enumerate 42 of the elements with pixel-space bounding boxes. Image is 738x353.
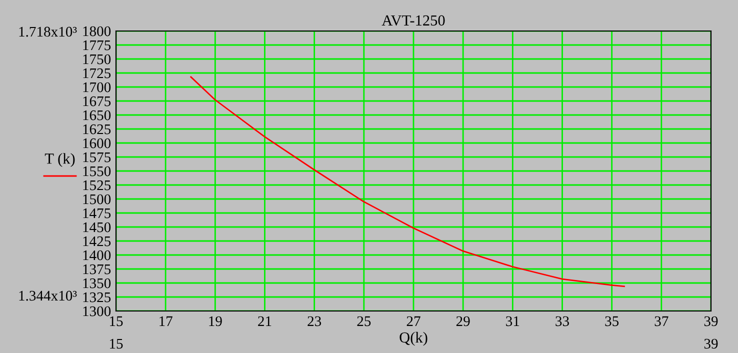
text: T (k) xyxy=(44,153,75,167)
x-tick-label: 17 xyxy=(160,316,172,326)
x-tick-label: 33 xyxy=(556,316,569,326)
y-tick-label: 1750 xyxy=(83,54,111,64)
text: 15 xyxy=(110,338,123,349)
y-tick-label: 1650 xyxy=(83,110,111,120)
y-tick-label: 1775 xyxy=(83,40,111,50)
y-tick-label: 1325 xyxy=(83,292,111,302)
chart-title: AVT-1250 xyxy=(382,15,445,26)
y-tick-label: 1525 xyxy=(83,180,111,190)
y-tick-label: 1350 xyxy=(83,278,111,288)
x-tick-label: 39 xyxy=(704,316,718,326)
x-axis-title: Q(k) xyxy=(400,332,428,346)
x-tick-label: 35 xyxy=(605,316,619,326)
y-tick-label: 1550 xyxy=(83,166,111,176)
x-tick-label: 29 xyxy=(456,316,470,326)
line-series xyxy=(190,76,625,288)
y-tick-label: 1300 xyxy=(83,306,111,316)
x-tick-label: 19 xyxy=(209,316,222,326)
y-tick-label: 1450 xyxy=(83,222,111,232)
y-tick-label: 1725 xyxy=(83,68,111,78)
x-tick-label: 37 xyxy=(654,316,668,326)
y-tick-label: 1625 xyxy=(83,124,111,134)
y-tick-label: 1675 xyxy=(83,96,111,106)
y-tick-label: 1500 xyxy=(83,194,111,204)
x-tick-label: 15 xyxy=(110,316,123,326)
x-tick-label: 23 xyxy=(308,316,322,326)
text: 1.344x10³ xyxy=(19,290,77,301)
y-tick-label: 1375 xyxy=(83,264,111,274)
y-tick-label: 1475 xyxy=(83,208,111,218)
x-tick-label: 25 xyxy=(357,316,371,326)
y-tick-label: 1800 xyxy=(83,26,111,36)
y-tick-label: 1575 xyxy=(83,152,111,162)
text: 39 xyxy=(704,338,718,349)
x-tick-label: 21 xyxy=(258,316,272,326)
y-tick-label: 1400 xyxy=(83,250,111,260)
x-tick-label: 31 xyxy=(506,316,520,326)
y-tick-label: 1700 xyxy=(83,82,111,92)
x-tick-label: 27 xyxy=(406,316,420,326)
y-tick-label: 1600 xyxy=(83,138,111,148)
text: 1.718x10³ xyxy=(19,26,77,37)
y-tick-label: 1425 xyxy=(83,236,111,246)
